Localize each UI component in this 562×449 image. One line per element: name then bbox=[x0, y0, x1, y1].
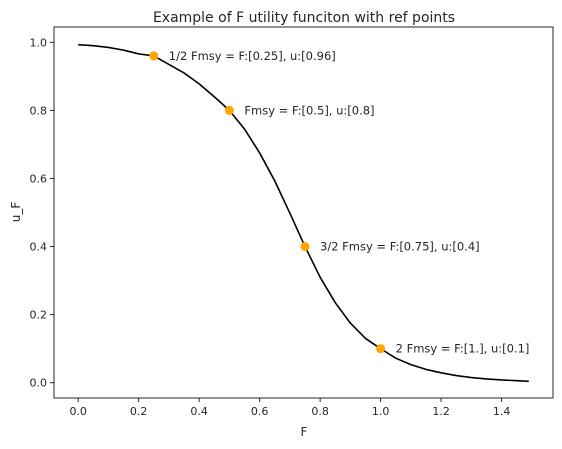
y-tick-label: 0.8 bbox=[30, 104, 48, 117]
ref-point bbox=[376, 344, 386, 354]
ref-point-label: 2 Fmsy = F:[1.], u:[0.1] bbox=[396, 342, 530, 356]
ref-point bbox=[300, 242, 310, 252]
y-tick-label: 0.6 bbox=[30, 172, 48, 185]
y-tick-label: 0.4 bbox=[30, 241, 48, 254]
y-tick-label: 0.2 bbox=[30, 309, 48, 322]
x-tick-label: 0.2 bbox=[130, 405, 148, 418]
chart-title: Example of F utility funciton with ref p… bbox=[153, 10, 455, 26]
ref-point bbox=[149, 51, 159, 61]
y-axis: 0.0 0.2 0.4 0.6 0.8 1.0 bbox=[30, 36, 54, 390]
ref-point-label: Fmsy = F:[0.5], u:[0.8] bbox=[244, 103, 374, 117]
y-tick-label: 1.0 bbox=[30, 36, 48, 49]
axes-frame bbox=[53, 26, 554, 399]
x-tick-label: 1.4 bbox=[493, 405, 511, 418]
x-axis-label: F bbox=[301, 425, 308, 439]
y-tick-label: 0.0 bbox=[30, 377, 48, 390]
x-tick-label: 1.2 bbox=[432, 405, 450, 418]
x-tick-label: 0.8 bbox=[311, 405, 329, 418]
x-tick-label: 0.4 bbox=[190, 405, 208, 418]
x-tick-label: 0.0 bbox=[69, 405, 87, 418]
y-axis-label: u_F bbox=[9, 202, 23, 223]
series-line bbox=[78, 43, 529, 383]
ref-point bbox=[224, 105, 234, 115]
ref-point-label: 1/2 Fmsy = F:[0.25], u:[0.96] bbox=[169, 49, 336, 63]
x-tick-label: 1.0 bbox=[372, 405, 390, 418]
ref-point-label: 3/2 Fmsy = F:[0.75], u:[0.4] bbox=[320, 240, 480, 254]
plot-area: 1/2 Fmsy = F:[0.25], u:[0.96] Fmsy = F:[0… bbox=[78, 43, 530, 383]
x-axis: 0.0 0.2 0.4 0.6 0.8 1.0 1.2 1.4 bbox=[69, 398, 510, 418]
x-tick-label: 0.6 bbox=[251, 405, 269, 418]
